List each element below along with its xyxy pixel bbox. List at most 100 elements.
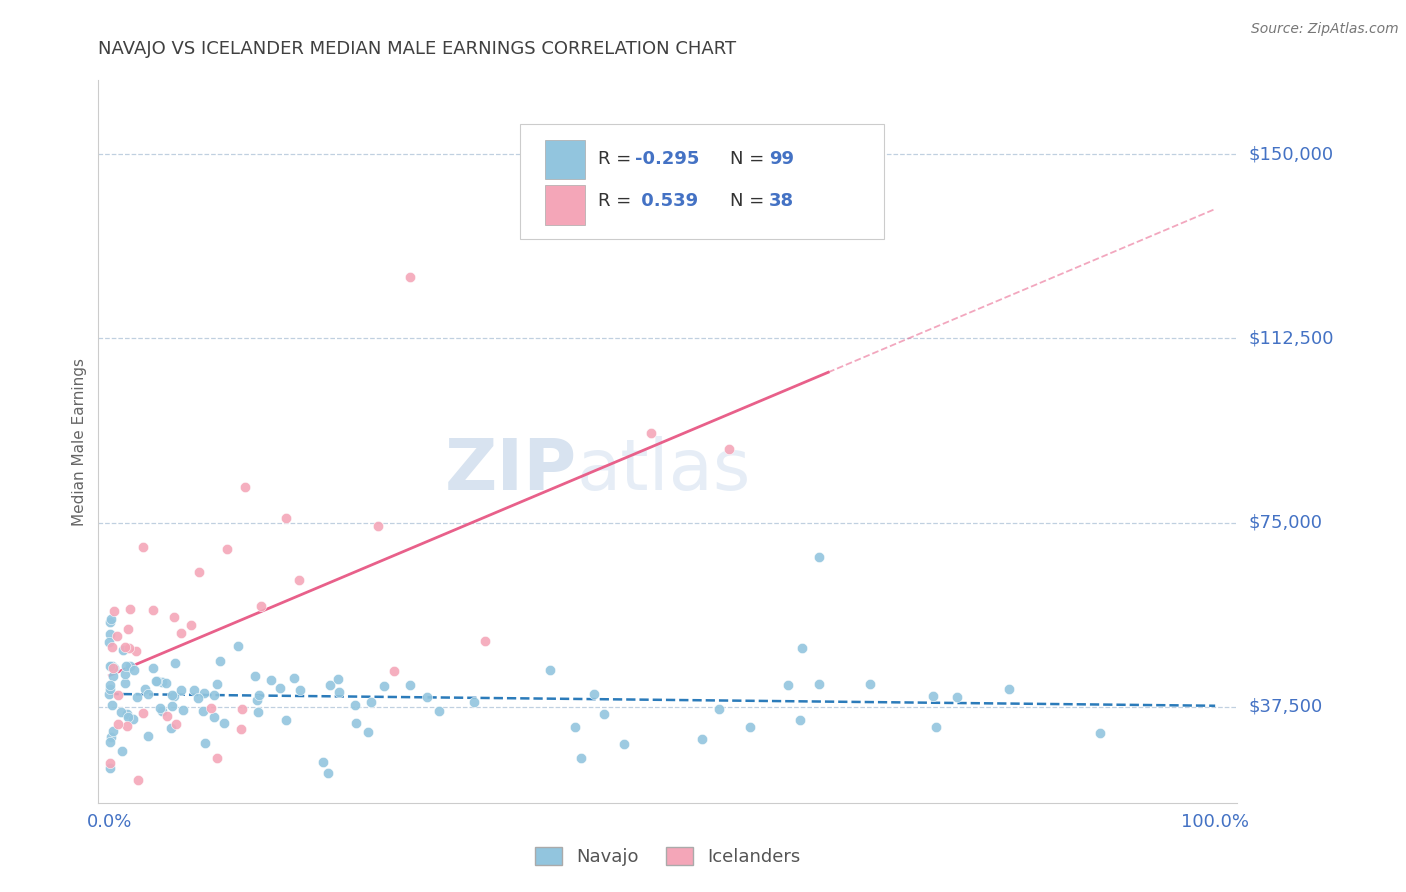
Point xyxy=(98,682,121,697)
Point xyxy=(998,681,1021,696)
Point xyxy=(110,705,132,719)
Point xyxy=(100,640,122,655)
Point xyxy=(107,717,129,731)
Point xyxy=(243,669,266,683)
Point xyxy=(367,519,389,533)
FancyBboxPatch shape xyxy=(546,185,585,225)
Text: $150,000: $150,000 xyxy=(1249,145,1333,163)
Point xyxy=(640,426,662,441)
Point xyxy=(115,719,138,733)
Point xyxy=(247,706,270,720)
Text: N =: N = xyxy=(731,151,770,169)
Point xyxy=(250,599,273,614)
Point xyxy=(319,678,342,692)
Point xyxy=(205,677,228,691)
Point xyxy=(156,708,179,723)
Point xyxy=(142,603,165,617)
Point xyxy=(344,715,367,730)
Text: N =: N = xyxy=(731,193,770,211)
Point xyxy=(145,673,167,688)
Point xyxy=(707,702,730,716)
Point xyxy=(360,695,382,709)
Point xyxy=(373,679,395,693)
Point xyxy=(132,541,155,555)
Point xyxy=(150,704,173,718)
Point xyxy=(165,717,187,731)
Point xyxy=(98,615,121,630)
Point xyxy=(145,673,167,688)
Text: 38: 38 xyxy=(769,193,794,211)
Point xyxy=(105,629,128,643)
Point xyxy=(101,660,124,674)
Point xyxy=(117,622,139,636)
Point xyxy=(115,659,138,673)
Legend: Navajo, Icelanders: Navajo, Icelanders xyxy=(527,839,808,873)
Point xyxy=(120,659,142,673)
Point xyxy=(233,480,256,494)
Point xyxy=(98,687,121,701)
Point xyxy=(328,684,350,698)
Point xyxy=(183,683,205,698)
Point xyxy=(283,672,305,686)
Point xyxy=(326,672,349,686)
Text: ZIP: ZIP xyxy=(444,436,576,505)
Point xyxy=(274,713,297,727)
Point xyxy=(859,677,882,691)
Point xyxy=(274,511,297,525)
Point xyxy=(399,269,422,284)
Text: Source: ZipAtlas.com: Source: ZipAtlas.com xyxy=(1251,22,1399,37)
Point xyxy=(564,720,586,734)
Text: 0.539: 0.539 xyxy=(636,193,697,211)
Point xyxy=(98,678,121,692)
Point xyxy=(98,756,121,770)
Point xyxy=(945,690,967,704)
Point xyxy=(312,755,335,769)
Point xyxy=(98,627,121,641)
Point xyxy=(101,724,124,739)
Point xyxy=(246,692,269,706)
Text: -0.295: -0.295 xyxy=(636,151,699,169)
Point xyxy=(132,706,155,721)
Point xyxy=(356,724,378,739)
Point xyxy=(163,610,186,624)
Point xyxy=(98,635,121,649)
Point xyxy=(193,686,215,700)
Point xyxy=(136,687,159,701)
Point xyxy=(202,688,225,702)
Point xyxy=(538,664,561,678)
Point xyxy=(118,601,141,615)
Point xyxy=(228,639,250,653)
Point xyxy=(134,681,156,696)
Point xyxy=(170,626,193,640)
Point xyxy=(98,735,121,749)
Point xyxy=(215,541,238,556)
Point xyxy=(150,675,173,690)
Point xyxy=(229,722,252,736)
Point xyxy=(344,698,367,713)
Point xyxy=(98,659,121,673)
Point xyxy=(382,664,405,678)
Point xyxy=(100,730,122,744)
Point xyxy=(202,710,225,724)
Point xyxy=(316,766,339,780)
Point xyxy=(593,706,616,721)
Point xyxy=(103,604,125,618)
Point xyxy=(188,566,211,580)
Point xyxy=(112,643,135,657)
Point xyxy=(208,654,231,668)
Point xyxy=(429,704,451,718)
Point xyxy=(924,720,946,734)
Point xyxy=(290,683,312,698)
Point xyxy=(172,704,194,718)
FancyBboxPatch shape xyxy=(546,139,585,179)
Point xyxy=(808,549,831,564)
Point xyxy=(160,688,183,702)
Point xyxy=(193,704,215,718)
Point xyxy=(474,633,496,648)
Point xyxy=(122,663,145,677)
Text: R =: R = xyxy=(599,193,637,211)
Point xyxy=(114,640,136,654)
Point xyxy=(114,667,136,681)
FancyBboxPatch shape xyxy=(520,124,884,239)
Point xyxy=(114,675,136,690)
